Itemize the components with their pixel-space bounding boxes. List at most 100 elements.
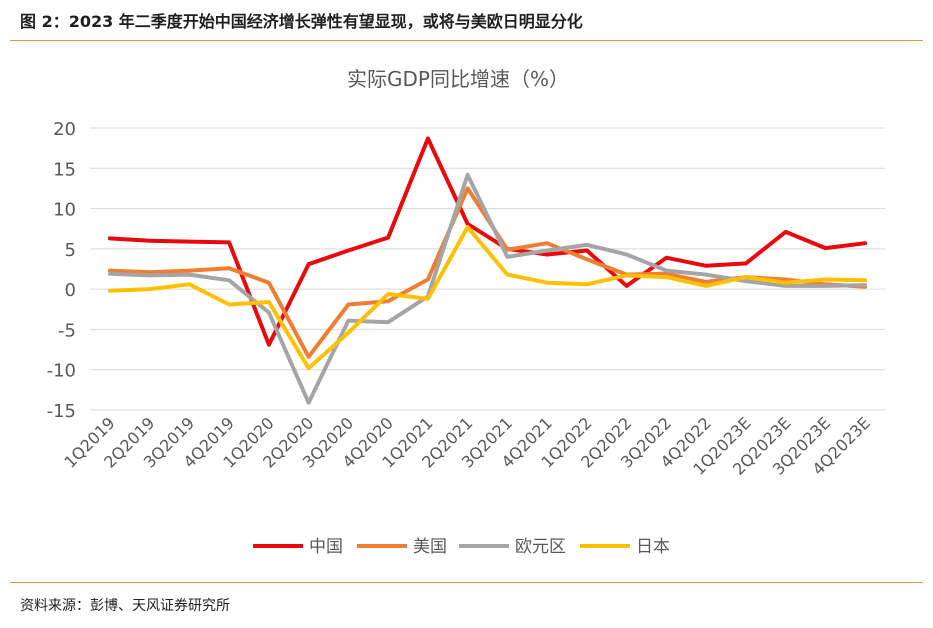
legend-item-2: 欧元区 bbox=[459, 537, 566, 557]
data-point bbox=[466, 226, 469, 228]
series-line-3 bbox=[107, 225, 868, 371]
gdp-line-chart: 实际GDP同比增速（%） 20 15 10 5 0 -5 -10 -15 1Q20192Q20… bbox=[47, 67, 885, 557]
data-point bbox=[347, 303, 350, 306]
data-point bbox=[586, 283, 588, 286]
legend-label: 日本 bbox=[636, 537, 670, 557]
data-point bbox=[546, 249, 548, 252]
legend-label: 欧元区 bbox=[515, 537, 566, 557]
y-tick-label: 20 bbox=[53, 119, 76, 140]
data-point bbox=[705, 281, 707, 283]
source-note: 资料来源：彭博、天风证券研究所 bbox=[20, 598, 230, 614]
y-axis: 20 15 10 5 0 -5 -10 -15 bbox=[47, 119, 76, 422]
data-point bbox=[546, 253, 548, 256]
data-point bbox=[864, 279, 866, 282]
data-point bbox=[586, 249, 588, 252]
data-point bbox=[228, 303, 230, 306]
data-point bbox=[228, 241, 230, 244]
data-point bbox=[784, 231, 787, 233]
data-point bbox=[148, 271, 151, 274]
data-point bbox=[665, 276, 668, 278]
y-tick-label: 5 bbox=[65, 240, 76, 261]
data-point bbox=[705, 273, 707, 276]
data-point bbox=[427, 137, 429, 140]
data-point bbox=[148, 274, 151, 277]
data-point bbox=[745, 276, 747, 278]
data-point bbox=[268, 343, 270, 346]
data-point bbox=[387, 236, 389, 239]
data-point bbox=[705, 285, 707, 287]
data-point bbox=[784, 281, 787, 284]
data-point bbox=[824, 247, 827, 249]
data-point bbox=[665, 273, 668, 275]
data-point bbox=[745, 280, 747, 282]
data-point bbox=[387, 293, 389, 295]
data-point bbox=[228, 267, 230, 270]
y-tick-label: -15 bbox=[47, 401, 76, 422]
data-point bbox=[824, 285, 827, 287]
data-point bbox=[268, 281, 270, 284]
data-point bbox=[546, 281, 548, 284]
data-point bbox=[148, 240, 151, 242]
legend-item-1: 美国 bbox=[357, 537, 447, 557]
data-point bbox=[148, 288, 151, 290]
data-point bbox=[625, 274, 628, 277]
bottom-divider bbox=[10, 582, 923, 583]
data-point bbox=[625, 253, 628, 256]
data-point bbox=[586, 258, 588, 261]
data-point bbox=[546, 242, 548, 244]
legend-label: 中国 bbox=[309, 537, 343, 557]
series-lines bbox=[107, 136, 868, 405]
legend-item-3: 日本 bbox=[580, 537, 670, 557]
data-point bbox=[784, 285, 787, 287]
data-point bbox=[268, 301, 270, 303]
top-divider bbox=[10, 40, 923, 41]
data-point bbox=[268, 311, 270, 314]
y-tick-label: 10 bbox=[53, 200, 76, 221]
data-point bbox=[347, 319, 350, 322]
data-point bbox=[307, 356, 310, 358]
data-point bbox=[109, 269, 111, 272]
data-point bbox=[307, 263, 310, 266]
data-point bbox=[586, 244, 588, 246]
data-point bbox=[427, 298, 429, 300]
data-point bbox=[466, 223, 469, 225]
data-point bbox=[109, 290, 111, 292]
y-tick-label: 0 bbox=[65, 280, 76, 301]
data-point bbox=[665, 256, 668, 259]
y-tick-label: -10 bbox=[47, 361, 76, 382]
data-point bbox=[347, 331, 350, 334]
data-point bbox=[188, 273, 191, 276]
data-point bbox=[109, 237, 111, 240]
x-axis: 1Q20192Q20193Q20194Q20191Q20202Q20203Q20… bbox=[60, 413, 874, 478]
figure-title: 图 2：2023 年二季度开始中国经济增长弹性有望显现，或将与美欧日明显分化 bbox=[20, 12, 583, 31]
data-point bbox=[506, 248, 509, 251]
data-point bbox=[745, 262, 747, 265]
data-point bbox=[864, 242, 866, 244]
data-point bbox=[188, 283, 191, 286]
data-point bbox=[228, 279, 230, 282]
legend-item-0: 中国 bbox=[253, 537, 343, 557]
data-point bbox=[427, 278, 429, 281]
data-point bbox=[188, 269, 191, 272]
data-point bbox=[307, 367, 310, 369]
chart-title: 实际GDP同比增速（%） bbox=[347, 67, 569, 91]
data-point bbox=[705, 265, 707, 267]
y-tick-label: 15 bbox=[53, 159, 76, 180]
legend: 中国 美国 欧元区 日本 bbox=[253, 537, 670, 557]
data-point bbox=[109, 273, 111, 275]
data-point bbox=[307, 401, 310, 404]
data-point bbox=[506, 273, 509, 276]
data-point bbox=[824, 278, 827, 281]
data-point bbox=[625, 285, 628, 287]
data-point bbox=[387, 300, 389, 303]
y-tick-label: -5 bbox=[58, 320, 76, 341]
data-point bbox=[466, 173, 469, 176]
data-point bbox=[784, 278, 787, 281]
legend-label: 美国 bbox=[413, 537, 447, 557]
data-point bbox=[506, 256, 509, 258]
data-point bbox=[347, 249, 350, 252]
data-point bbox=[864, 284, 866, 286]
data-point bbox=[188, 240, 191, 243]
data-point bbox=[665, 269, 668, 272]
data-point bbox=[466, 187, 469, 190]
